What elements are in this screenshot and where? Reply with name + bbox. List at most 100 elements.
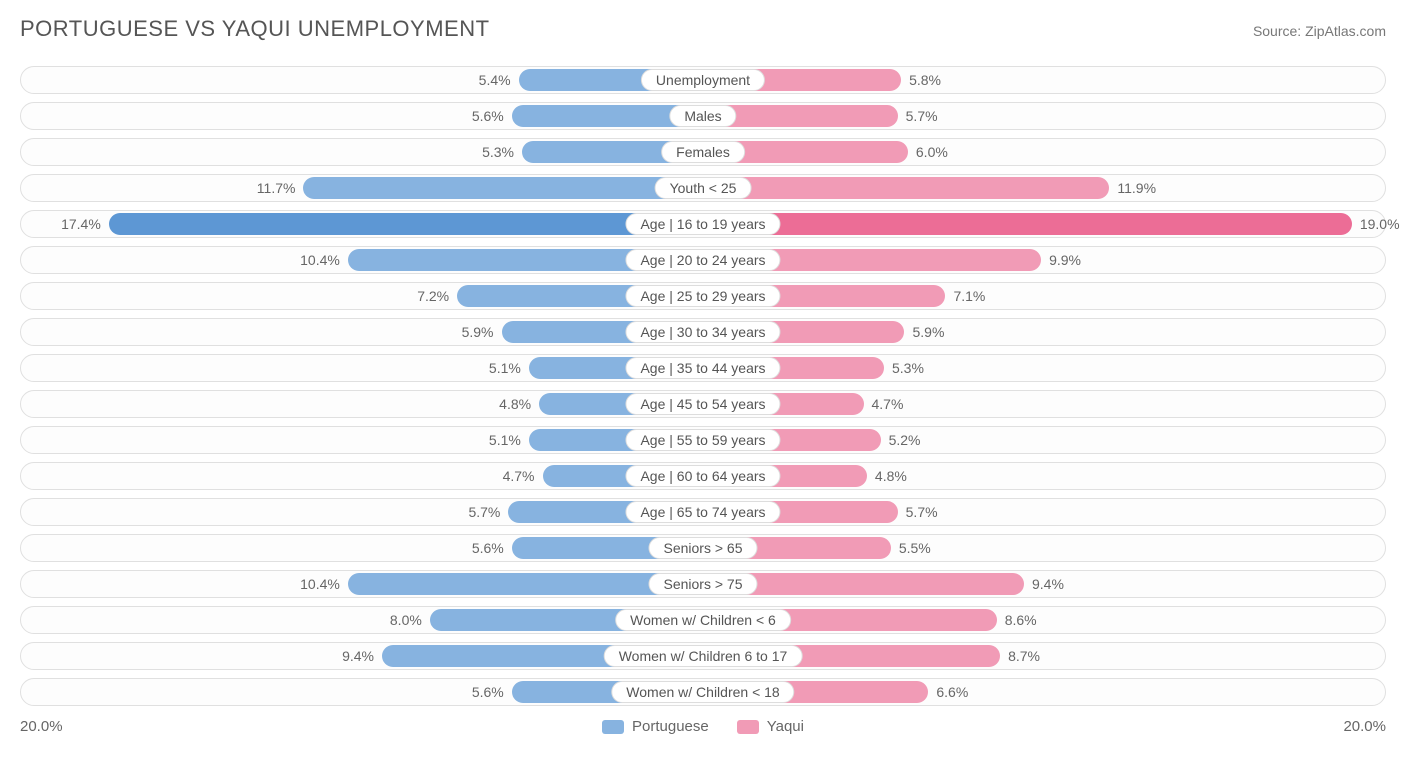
- value-label-portuguese: 5.7%: [468, 504, 500, 520]
- value-label-portuguese: 11.7%: [257, 180, 296, 196]
- left-half: 5.1%: [20, 357, 703, 379]
- value-label-yaqui: 5.2%: [889, 432, 921, 448]
- right-half: 5.3%: [703, 357, 1386, 379]
- chart-title: PORTUGUESE VS YAQUI UNEMPLOYMENT: [20, 16, 490, 42]
- value-label-yaqui: 19.0%: [1360, 216, 1400, 232]
- value-label-yaqui: 9.4%: [1032, 576, 1064, 592]
- row-category-label: Males: [669, 105, 736, 127]
- row-category-label: Age | 65 to 74 years: [625, 501, 780, 523]
- right-half: 9.9%: [703, 249, 1386, 271]
- value-label-yaqui: 9.9%: [1049, 252, 1081, 268]
- row-category-label: Youth < 25: [655, 177, 752, 199]
- row-category-label: Age | 16 to 19 years: [625, 213, 780, 235]
- left-half: 5.7%: [20, 501, 703, 523]
- value-label-portuguese: 7.2%: [417, 288, 449, 304]
- chart-row: 5.9% 5.9% Age | 30 to 34 years: [20, 318, 1386, 346]
- right-half: 4.8%: [703, 465, 1386, 487]
- chart-header: PORTUGUESE VS YAQUI UNEMPLOYMENT Source:…: [20, 16, 1386, 42]
- chart-row: 5.3%6.0%Females: [20, 138, 1386, 166]
- value-label-portuguese: 5.6%: [472, 540, 504, 556]
- value-label-portuguese: 4.8%: [499, 396, 531, 412]
- chart-row: 5.1% 5.2% Age | 55 to 59 years: [20, 426, 1386, 454]
- left-half: 8.0%: [20, 609, 703, 631]
- chart-row: 5.6%6.6%Women w/ Children < 18: [20, 678, 1386, 706]
- left-half: 5.1%: [20, 429, 703, 451]
- left-half: 5.4%: [20, 69, 703, 91]
- left-half: 11.7%: [20, 177, 703, 199]
- legend-item-portuguese: Portuguese: [602, 718, 709, 735]
- value-label-yaqui: 8.7%: [1008, 648, 1040, 664]
- left-half: 7.2%: [20, 285, 703, 307]
- scale-label-left: 20.0%: [20, 718, 63, 735]
- value-label-portuguese: 5.6%: [472, 108, 504, 124]
- bar-yaqui: [703, 177, 1109, 199]
- value-label-portuguese: 5.1%: [489, 432, 521, 448]
- value-label-portuguese: 4.7%: [503, 468, 535, 484]
- row-category-label: Seniors > 65: [649, 537, 758, 559]
- row-category-label: Age | 30 to 34 years: [625, 321, 780, 343]
- chart-row: 7.2% 7.1% Age | 25 to 29 years: [20, 282, 1386, 310]
- chart-row: 10.4%9.9%Age | 20 to 24 years: [20, 246, 1386, 274]
- value-label-yaqui: 5.3%: [892, 360, 924, 376]
- legend: Portuguese Yaqui: [602, 718, 804, 735]
- value-label-yaqui: 11.9%: [1117, 180, 1156, 196]
- right-half: 8.6%: [703, 609, 1386, 631]
- row-category-label: Age | 35 to 44 years: [625, 357, 780, 379]
- chart-row: 5.7% 5.7% Age | 65 to 74 years: [20, 498, 1386, 526]
- chart-row: 5.4%5.8%Unemployment: [20, 66, 1386, 94]
- legend-swatch-yaqui: [737, 720, 759, 734]
- right-half: 19.0%: [703, 213, 1386, 235]
- row-category-label: Age | 45 to 54 years: [625, 393, 780, 415]
- value-label-portuguese: 5.1%: [489, 360, 521, 376]
- chart-row: 4.8% 4.7% Age | 45 to 54 years: [20, 390, 1386, 418]
- right-half: 5.8%: [703, 69, 1386, 91]
- right-half: 5.9%: [703, 321, 1386, 343]
- value-label-portuguese: 10.4%: [300, 252, 340, 268]
- right-half: 5.7%: [703, 501, 1386, 523]
- value-label-yaqui: 4.7%: [872, 396, 904, 412]
- value-label-yaqui: 5.7%: [906, 108, 938, 124]
- chart-source: Source: ZipAtlas.com: [1253, 23, 1386, 39]
- value-label-yaqui: 5.9%: [912, 324, 944, 340]
- value-label-portuguese: 9.4%: [342, 648, 374, 664]
- value-label-yaqui: 6.0%: [916, 144, 948, 160]
- row-category-label: Age | 25 to 29 years: [625, 285, 780, 307]
- bar-portuguese: [109, 213, 703, 235]
- left-half: 5.6%: [20, 537, 703, 559]
- chart-body: 5.4%5.8%Unemployment5.6%5.7%Males5.3%6.0…: [20, 66, 1386, 706]
- right-half: 9.4%: [703, 573, 1386, 595]
- right-half: 11.9%: [703, 177, 1386, 199]
- row-category-label: Age | 55 to 59 years: [625, 429, 780, 451]
- left-half: 9.4%: [20, 645, 703, 667]
- value-label-yaqui: 7.1%: [953, 288, 985, 304]
- chart-footer: 20.0% Portuguese Yaqui 20.0%: [20, 718, 1386, 735]
- chart-row: 4.7%4.8%Age | 60 to 64 years: [20, 462, 1386, 490]
- value-label-portuguese: 8.0%: [390, 612, 422, 628]
- bar-yaqui: [703, 213, 1352, 235]
- right-half: 5.7%: [703, 105, 1386, 127]
- legend-label-yaqui: Yaqui: [767, 718, 804, 735]
- left-half: 4.8%: [20, 393, 703, 415]
- row-category-label: Women w/ Children < 6: [615, 609, 791, 631]
- value-label-portuguese: 5.9%: [462, 324, 494, 340]
- right-half: 6.6%: [703, 681, 1386, 703]
- chart-row: 8.0% 8.6% Women w/ Children < 6: [20, 606, 1386, 634]
- right-half: 8.7%: [703, 645, 1386, 667]
- bar-portuguese: [303, 177, 703, 199]
- scale-label-right: 20.0%: [1343, 718, 1386, 735]
- left-half: 10.4%: [20, 573, 703, 595]
- value-label-yaqui: 5.5%: [899, 540, 931, 556]
- chart-row: 5.1% 5.3% Age | 35 to 44 years: [20, 354, 1386, 382]
- right-half: 4.7%: [703, 393, 1386, 415]
- value-label-portuguese: 10.4%: [300, 576, 340, 592]
- value-label-yaqui: 5.7%: [906, 504, 938, 520]
- right-half: 7.1%: [703, 285, 1386, 307]
- right-half: 5.5%: [703, 537, 1386, 559]
- value-label-yaqui: 8.6%: [1005, 612, 1037, 628]
- legend-item-yaqui: Yaqui: [737, 718, 804, 735]
- chart-row: 5.6% 5.5% Seniors > 65: [20, 534, 1386, 562]
- chart-row: 9.4%8.7%Women w/ Children 6 to 17: [20, 642, 1386, 670]
- row-category-label: Seniors > 75: [649, 573, 758, 595]
- left-half: 10.4%: [20, 249, 703, 271]
- value-label-yaqui: 6.6%: [936, 684, 968, 700]
